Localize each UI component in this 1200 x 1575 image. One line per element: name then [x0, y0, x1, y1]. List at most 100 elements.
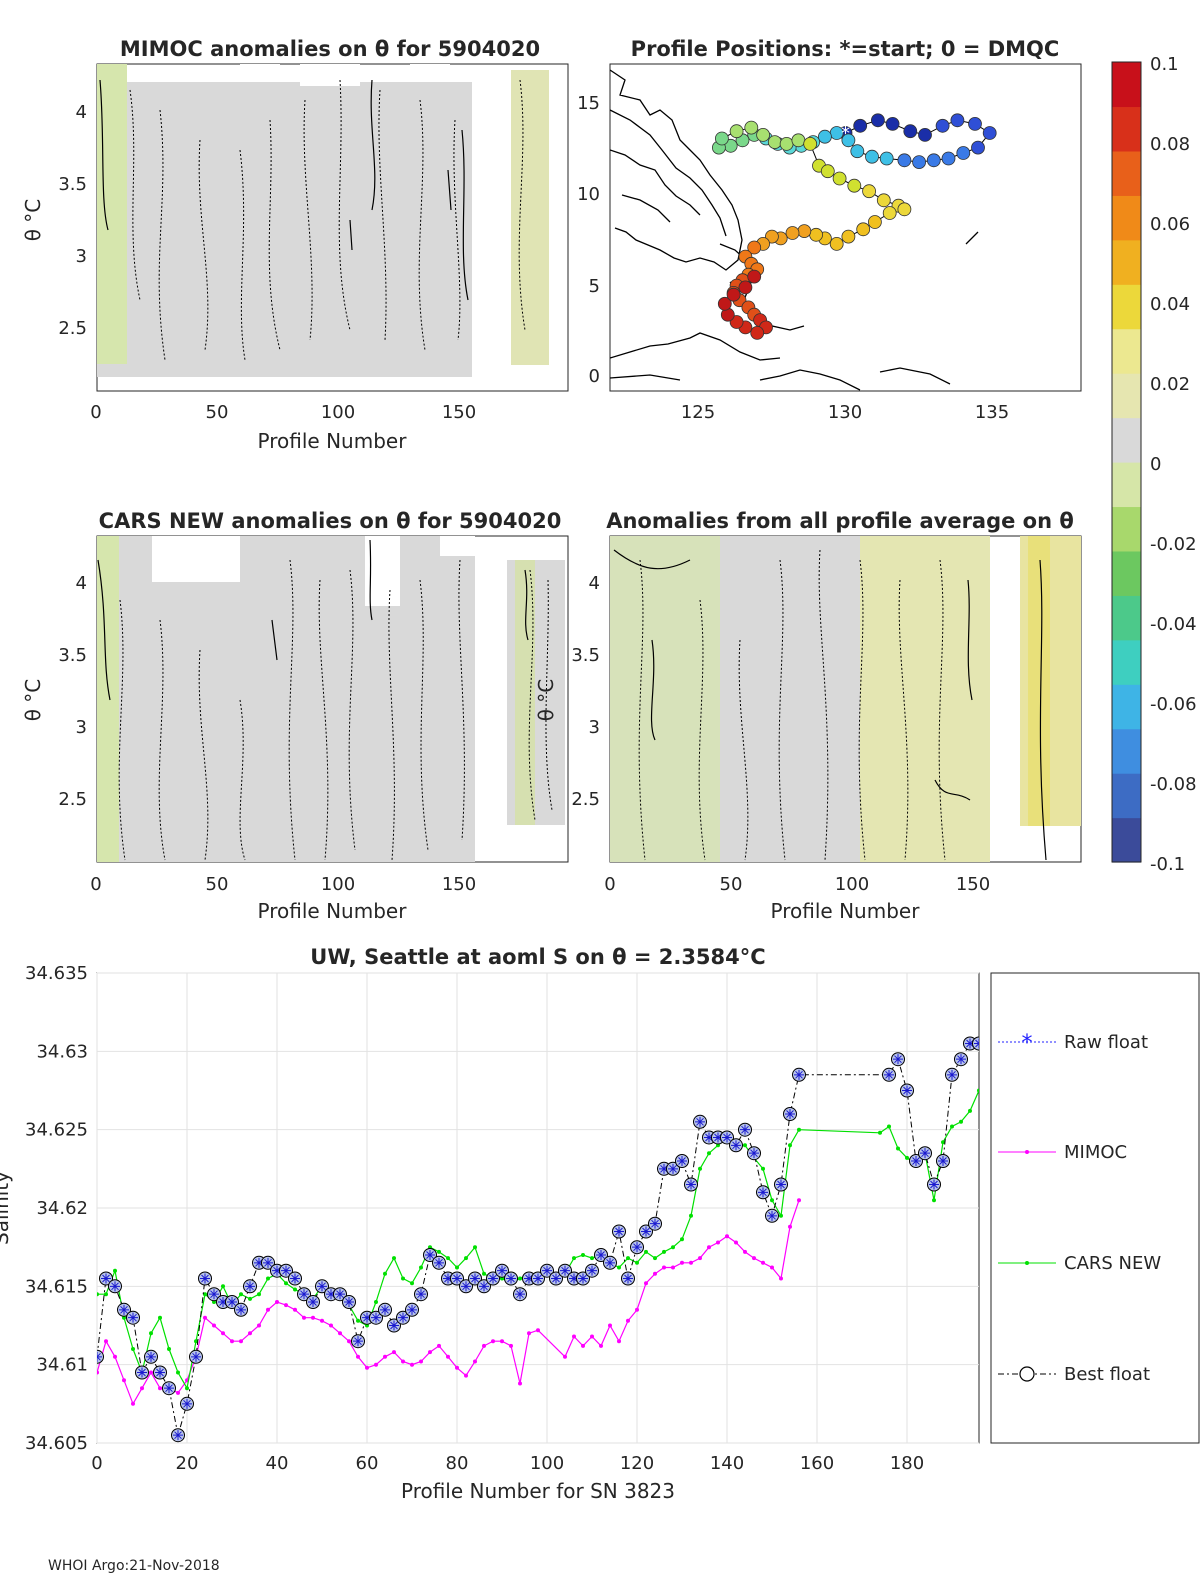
series-point: [338, 1331, 342, 1336]
colorbar-band: [1112, 595, 1141, 641]
cars-xlabel: Profile Number: [258, 899, 408, 923]
mimoc-ytick: 2.5: [58, 318, 87, 339]
mimoc-ylabel: θ °C: [21, 199, 45, 242]
series-point: [626, 1256, 630, 1261]
profile-position: [926, 153, 941, 168]
profile-position: [729, 124, 744, 139]
allavg-ytick: 3.5: [571, 645, 600, 666]
series-point: [149, 1370, 153, 1375]
allavg-xtick: 100: [835, 874, 869, 895]
allavg-field: [610, 536, 1081, 862]
series-point: [518, 1381, 522, 1386]
cars-ytick: 2.5: [58, 789, 87, 810]
profile-position: [879, 151, 894, 166]
series-point: [698, 1256, 702, 1261]
series-point: [527, 1331, 531, 1336]
colorbar-band: [1112, 106, 1141, 152]
salinity-ylabel: Salinity: [0, 1171, 13, 1245]
series-point: [653, 1271, 657, 1276]
salinity-xtick: 20: [176, 1453, 199, 1474]
profile-position: [968, 117, 982, 131]
colorbar-tick: -0.08: [1150, 774, 1197, 795]
mimoc-field-main: [97, 82, 472, 377]
colorbar: 0.1 0.08 0.06 0.04 0.02 0 -0.02 -0.04 -0…: [1111, 54, 1197, 875]
mimoc-xtick: 0: [90, 402, 101, 423]
raw-float-star: [308, 1297, 318, 1307]
positions-xtick: 135: [975, 402, 1009, 423]
series-point: [905, 1155, 909, 1160]
series-point: [446, 1354, 450, 1359]
raw-float-star: [443, 1273, 453, 1284]
mimoc-field-cutouts: [240, 64, 450, 86]
colorbar-tick: 0: [1150, 454, 1161, 475]
colorbar-tick: -0.06: [1150, 694, 1197, 715]
legend-item-cars: CARS NEW: [998, 1253, 1161, 1274]
series-point: [131, 1347, 135, 1351]
series-point: [779, 1213, 783, 1218]
raw-float-star: [965, 1038, 975, 1049]
raw-float-star: [425, 1250, 435, 1260]
profile-position: [829, 236, 844, 251]
series-point: [104, 1292, 108, 1297]
series-point: [248, 1296, 252, 1301]
start-star-icon: *: [841, 123, 850, 144]
profile-position: [779, 136, 794, 151]
series-point: [761, 1260, 765, 1265]
raw-float-star: [569, 1273, 579, 1284]
cars-field-main: [97, 536, 475, 862]
raw-float-star: [263, 1257, 273, 1268]
salinity-xtick: 180: [890, 1453, 924, 1474]
positions-xtick: 125: [681, 402, 715, 423]
series-point: [419, 1359, 423, 1364]
cars-title: CARS NEW anomalies on θ for 5904020: [99, 509, 562, 533]
allavg-ytick: 3: [589, 717, 600, 738]
profile-position: [856, 222, 871, 237]
profile-position: [820, 164, 835, 179]
cars-contour-lines: [118, 559, 553, 861]
series-point: [572, 1256, 576, 1261]
series-point: [248, 1331, 252, 1336]
cars-ytick: 3.5: [58, 645, 87, 666]
profile-position: [767, 135, 782, 150]
series-point: [581, 1253, 585, 1257]
raw-float-star: [182, 1398, 192, 1409]
series-point: [97, 1292, 99, 1297]
series-point: [383, 1354, 387, 1359]
series-point: [608, 1323, 612, 1328]
series-point: [203, 1292, 207, 1297]
series-point: [266, 1307, 270, 1312]
series-point: [473, 1359, 477, 1364]
series-point: [104, 1339, 108, 1344]
series-point: [437, 1343, 441, 1348]
legend-label: Raw float: [1064, 1032, 1148, 1053]
series-point: [266, 1276, 270, 1281]
raw-float-star: [407, 1304, 417, 1315]
allavg-solid-contours: [613, 549, 1047, 861]
raw-float-star: [488, 1273, 498, 1284]
series-point: [401, 1276, 405, 1281]
profile-position: [956, 146, 971, 160]
profile-position: [832, 171, 847, 186]
salinity-xtick: 100: [530, 1453, 564, 1474]
raw-float-star: [884, 1069, 894, 1080]
cars-yticks: 2.5 3 3.5 4: [58, 573, 87, 810]
series-point: [401, 1359, 405, 1364]
cars-xticks: 0 50 100 150: [90, 874, 476, 895]
cars-solid-contours: [97, 539, 529, 701]
allavg-title: Anomalies from all profile average on θ: [606, 509, 1074, 533]
salinity-xtick: 160: [800, 1453, 834, 1474]
footer-stamp: WHOI Argo:21-Nov-2018: [48, 1558, 220, 1574]
profile-position: [882, 206, 897, 220]
profile-position: [756, 127, 770, 142]
salinity-xlabel: Profile Number for SN 3823: [401, 1479, 675, 1503]
series-point: [140, 1386, 144, 1391]
colorbar-ticks: 0.1 0.08 0.06 0.04 0.02 0 -0.02 -0.04 -0…: [1150, 54, 1197, 875]
raw-float-star: [776, 1179, 786, 1190]
series-point: [932, 1198, 936, 1203]
raw-float-star: [956, 1054, 966, 1065]
series-point: [113, 1354, 117, 1359]
series-point: [797, 1198, 801, 1203]
series-point: [302, 1315, 306, 1320]
series-point: [689, 1260, 693, 1265]
raw-float-star: [245, 1281, 255, 1292]
